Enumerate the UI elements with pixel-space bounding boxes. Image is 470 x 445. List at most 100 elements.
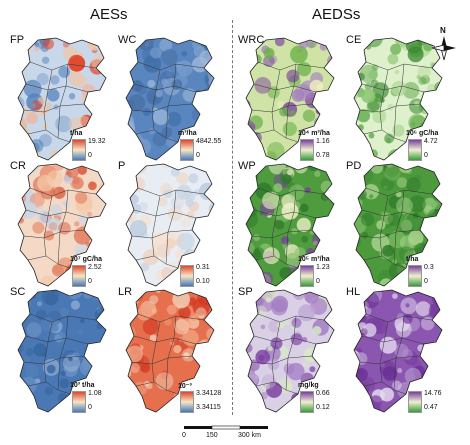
raster-cell	[167, 205, 183, 221]
raster-cell	[101, 118, 106, 129]
admin-boundary	[25, 209, 89, 219]
raster-cell	[68, 54, 86, 72]
admin-boundary	[43, 69, 53, 131]
raster-cell	[181, 50, 188, 57]
raster-cell	[322, 113, 334, 129]
raster-cell	[435, 338, 442, 345]
raster-cell	[290, 45, 308, 64]
raster-cell	[34, 46, 40, 52]
legend-min: 0	[88, 152, 92, 159]
raster-cell	[163, 189, 173, 199]
raster-cell	[42, 123, 48, 129]
raster-cell	[254, 77, 272, 94]
admin-boundary	[361, 209, 425, 219]
raster-cell	[126, 376, 129, 383]
admin-boundary	[359, 355, 421, 365]
raster-cell	[303, 347, 318, 362]
admin-boundary	[361, 83, 425, 93]
admin-boundary	[393, 63, 405, 139]
raster-cell	[167, 111, 182, 127]
raster-cell	[21, 146, 26, 151]
raster-cell	[68, 117, 82, 131]
legend-max: 1.16	[316, 138, 330, 145]
raster-cell	[435, 167, 442, 175]
raster-cell	[267, 345, 273, 352]
raster-cell	[100, 354, 106, 363]
raster-cell	[281, 202, 299, 220]
admin-boundary	[379, 195, 389, 257]
legend-max: 19.32	[88, 138, 106, 145]
raster-cell	[130, 405, 135, 410]
legend-unit: m³/ha	[178, 130, 197, 137]
raster-cell	[396, 313, 405, 321]
legend-colorbar	[72, 391, 86, 413]
raster-cell	[156, 244, 171, 258]
raster-cell	[34, 42, 40, 48]
raster-cell	[18, 237, 19, 243]
raster-cell	[198, 231, 206, 240]
raster-cell	[299, 203, 309, 213]
map-panel-wc: WC m³/ha 4842.55 0	[116, 34, 226, 164]
raster-cell	[37, 301, 42, 307]
panel-label: CR	[10, 160, 26, 172]
admin-boundary	[137, 187, 205, 197]
raster-cell	[412, 212, 419, 219]
raster-cell	[152, 243, 159, 250]
raster-cell	[54, 331, 66, 343]
legend-max: 4842.55	[196, 138, 222, 145]
raster-cell	[287, 169, 293, 176]
raster-cell	[404, 367, 422, 385]
raster-cell	[129, 220, 148, 238]
raster-cell	[297, 49, 302, 54]
raster-cell	[96, 323, 102, 329]
raster-cell	[42, 38, 55, 50]
raster-cell	[31, 102, 36, 108]
raster-cell	[53, 104, 59, 110]
map-wp	[245, 163, 335, 287]
raster-cell	[434, 151, 439, 156]
raster-cell	[196, 347, 210, 361]
raster-cell	[363, 184, 379, 200]
raster-cell	[207, 195, 214, 204]
raster-cell	[246, 48, 255, 66]
raster-cell	[137, 306, 152, 321]
raster-cell	[329, 292, 334, 304]
legend-unit: 10³ t/ha	[70, 382, 95, 389]
raster-cell	[83, 290, 93, 299]
raster-cell	[131, 290, 144, 302]
raster-cell	[18, 182, 27, 191]
raster-cell	[384, 164, 401, 181]
raster-cell	[142, 318, 159, 335]
raster-cell	[319, 110, 330, 121]
raster-cell	[68, 70, 84, 86]
admin-boundary	[253, 83, 317, 93]
raster-cell	[23, 79, 42, 98]
raster-cell	[38, 205, 44, 211]
raster-cell	[171, 269, 177, 276]
legend-colorbar	[180, 139, 194, 161]
map-sp	[245, 289, 335, 413]
raster-cell	[388, 195, 403, 209]
panel-label: P	[118, 160, 126, 172]
legend-max: 0.31	[196, 264, 210, 271]
raster-cell	[246, 393, 247, 398]
admin-boundary	[57, 63, 69, 139]
raster-cell	[314, 170, 321, 177]
admin-boundary	[365, 313, 433, 323]
admin-boundary	[255, 129, 299, 143]
raster-cell	[176, 184, 192, 200]
admin-boundary	[57, 189, 69, 265]
raster-cell	[394, 343, 409, 359]
raster-cell	[246, 98, 251, 112]
raster-cell	[309, 297, 327, 315]
legend-min: 0	[88, 278, 92, 285]
map-panel-p: P 0.31 0.10	[116, 160, 226, 290]
admin-boundary	[257, 61, 325, 71]
raster-cell	[185, 198, 195, 208]
admin-boundary	[393, 315, 405, 391]
raster-cell	[25, 348, 34, 357]
map-cr	[17, 163, 107, 287]
raster-cell	[434, 229, 442, 239]
raster-cell	[212, 70, 214, 77]
legend-min: 0	[88, 404, 92, 411]
